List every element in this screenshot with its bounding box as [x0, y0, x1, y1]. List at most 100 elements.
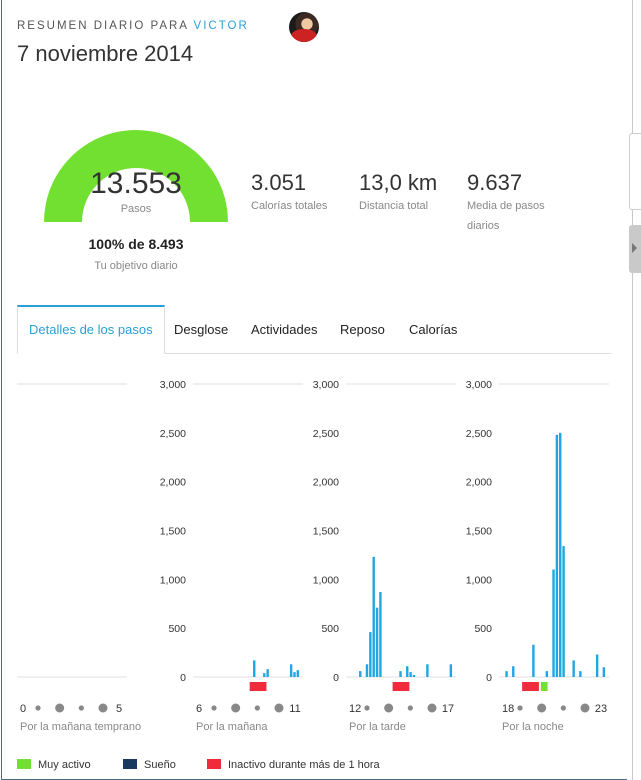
legend-inactive: Inactivo durante más de 1 hora	[207, 757, 380, 773]
bar	[545, 671, 549, 677]
stat-distance-value: 13,0 km	[359, 170, 438, 195]
bar	[562, 546, 565, 677]
y-tick-label: 1,000	[313, 574, 339, 586]
y-tick-label: 1,500	[313, 526, 339, 538]
y-tick-label: 2,000	[160, 477, 186, 489]
tab-calories[interactable]: Calorías	[409, 322, 458, 337]
y-tick-label: 3,000	[160, 379, 186, 391]
steps-gauge	[44, 130, 228, 222]
side-panel-tab[interactable]	[629, 133, 641, 210]
legend-sleep-swatch	[123, 759, 137, 769]
hour-dot	[211, 705, 217, 711]
x-start-label: 6	[196, 703, 202, 715]
inactive-mark	[522, 682, 539, 691]
bar	[532, 644, 535, 677]
y-tick-label: 3,000	[466, 379, 492, 391]
stat-distance: 13,0 km Distancia total	[359, 170, 437, 216]
steps-label: Pasos	[120, 203, 152, 215]
y-tick-label: 2,500	[466, 428, 492, 440]
y-tick-label: 2,500	[160, 428, 186, 440]
side-panel-toggle-button[interactable]	[629, 225, 641, 273]
bar	[379, 592, 382, 677]
tab-breakdown[interactable]: Desglose	[174, 322, 229, 337]
hour-dot	[98, 703, 108, 713]
bar	[263, 673, 266, 677]
panel-name: Por la noche	[502, 721, 564, 733]
bar	[369, 632, 372, 677]
stat-average-label-line2: diarios	[467, 220, 500, 232]
stat-calories-value: 3.051	[251, 170, 307, 195]
page-title-date: 7 noviembre 2014	[17, 41, 194, 66]
hour-dot	[407, 705, 413, 711]
bar	[595, 654, 599, 677]
hour-dot	[274, 703, 284, 713]
stat-average-steps: 9.637 Media de pasos diarios	[467, 170, 545, 236]
y-tick-label: 2,000	[466, 477, 492, 489]
bar	[359, 671, 362, 677]
y-tick-label: 500	[168, 623, 186, 635]
y-tick-label: 1,000	[466, 574, 492, 586]
y-tick-label: 1,500	[466, 526, 492, 538]
tab-bar: Detalles de los pasos Desglose Actividad…	[17, 305, 611, 354]
avatar[interactable]	[289, 12, 319, 42]
stat-calories: 3.051 Calorías totales	[251, 170, 327, 216]
bar	[375, 607, 379, 677]
x-start-label: 0	[20, 703, 26, 715]
side-panel-edge	[627, 0, 641, 780]
y-tick-label: 1,000	[160, 574, 186, 586]
x-end-label: 5	[116, 703, 122, 715]
bar	[572, 660, 575, 677]
x-end-label: 11	[289, 703, 300, 715]
x-end-label: 17	[442, 703, 454, 715]
hour-dot	[560, 705, 566, 711]
y-tick-label: 500	[321, 623, 339, 635]
inactive-mark	[392, 682, 410, 691]
hour-dot	[427, 703, 437, 713]
bar	[293, 672, 296, 677]
stat-average-label: Media de pasos diarios	[467, 196, 545, 236]
tab-step-details[interactable]: Detalles de los pasos	[17, 305, 165, 354]
hour-dot	[580, 703, 590, 713]
bar	[409, 672, 412, 677]
stat-average-value: 9.637	[467, 170, 523, 195]
very-active-mark	[540, 682, 548, 691]
user-name-link[interactable]: VICTOR	[193, 20, 249, 32]
hour-dot	[35, 705, 41, 711]
bar	[289, 664, 293, 677]
bar	[365, 664, 369, 677]
bar	[602, 667, 606, 677]
gauge-arc	[44, 130, 228, 222]
bar	[399, 671, 402, 677]
legend-sleep-label: Sueño	[144, 759, 176, 771]
legend-very-active-swatch	[17, 759, 31, 769]
bar	[559, 432, 562, 677]
legend-very-active-label: Muy activo	[38, 759, 91, 771]
y-tick-label: 2,500	[313, 428, 339, 440]
bar	[266, 669, 269, 677]
legend-sleep: Sueño	[123, 757, 176, 773]
hour-dot	[517, 705, 523, 711]
panel-name: Por la tarde	[349, 721, 406, 733]
bar	[552, 569, 555, 677]
x-start-label: 18	[502, 703, 514, 715]
tab-activities[interactable]: Actividades	[251, 322, 318, 337]
hour-dot	[384, 703, 394, 713]
y-tick-label: 500	[474, 623, 492, 635]
y-tick-label: 0	[486, 672, 492, 684]
hour-dot	[254, 705, 260, 711]
y-tick-label: 2,000	[313, 477, 339, 489]
heading-prefix: RESUMEN DIARIO PARA	[17, 20, 189, 32]
bar	[372, 556, 375, 677]
daily-summary-heading: RESUMEN DIARIO PARA VICTOR	[17, 20, 249, 32]
hour-dot	[537, 703, 547, 713]
tab-rest[interactable]: Reposo	[340, 322, 385, 337]
hour-dot	[364, 705, 370, 711]
goal-label: Tu objetivo diario	[94, 260, 178, 272]
bar	[412, 675, 416, 677]
hour-dot	[78, 705, 84, 711]
steps-value: 13.553	[90, 167, 182, 200]
y-tick-label: 1,500	[160, 526, 186, 538]
x-start-label: 12	[349, 703, 361, 715]
bar	[426, 664, 429, 677]
goal-percent: 100% de 8.493	[88, 236, 184, 252]
